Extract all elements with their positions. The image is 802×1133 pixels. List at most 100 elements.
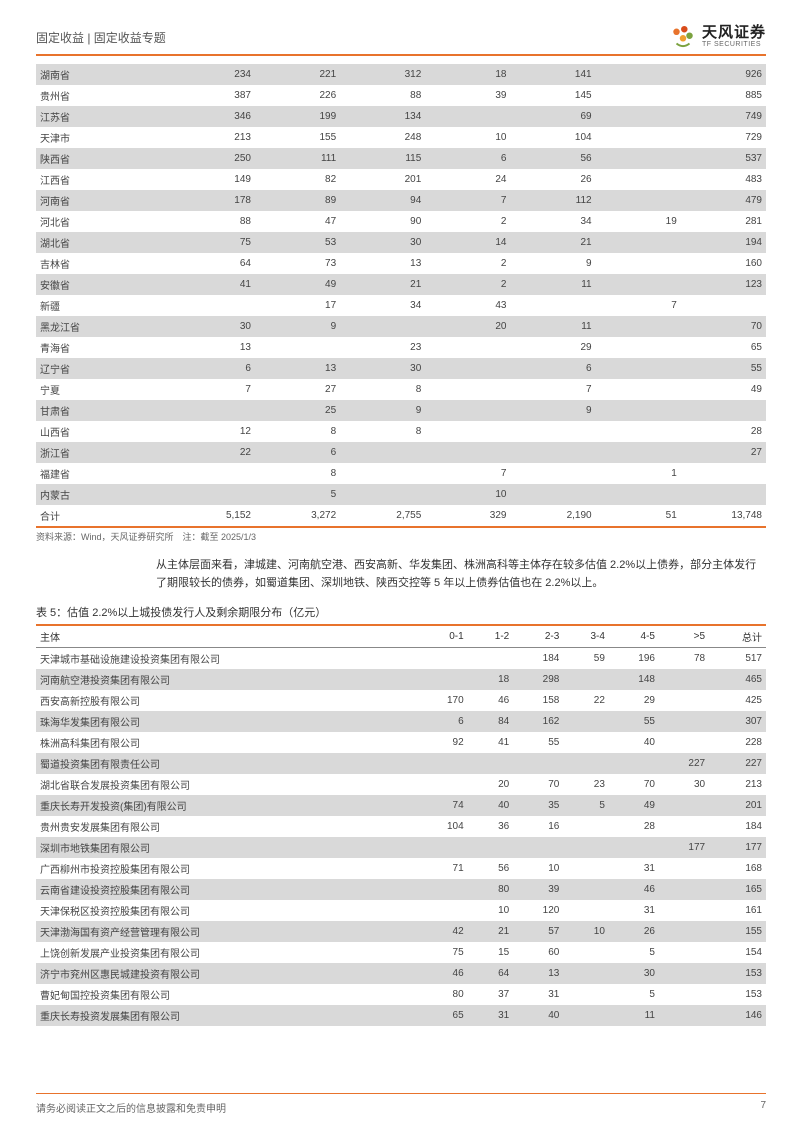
table-cell: 21 [468,921,514,942]
table-cell: 29 [609,690,659,711]
table-cell: 196 [609,648,659,670]
table-cell [681,463,766,484]
table-cell: 7 [425,190,510,211]
table-row: 重庆长寿投资发展集团有限公司65314011146 [36,1005,766,1026]
table-cell: 天津保税区投资控股集团有限公司 [36,900,418,921]
table-cell: 2 [425,253,510,274]
table-cell: 2,190 [510,505,595,527]
footer-disclaimer: 请务必阅读正文之后的信息披露和免责申明 [36,1100,226,1115]
table-cell: 9 [255,316,340,337]
table-cell [170,400,255,421]
table-cell [563,732,609,753]
table-cell [340,463,425,484]
table-cell: 228 [709,732,766,753]
table-cell: 天津城市基础设施建设投资集团有限公司 [36,648,418,670]
table-cell [563,963,609,984]
table-cell: 104 [418,816,468,837]
table-cell: 吉林省 [36,253,170,274]
table-cell: 2 [425,274,510,295]
table-cell: 15 [468,942,514,963]
table-cell [563,984,609,1005]
table-cell: 479 [681,190,766,211]
table-cell: 80 [418,984,468,1005]
table-cell: 12 [170,421,255,442]
table-cell: 112 [510,190,595,211]
table1-source: 资料来源：Wind，天风证券研究所 注：截至 2025/1/3 [36,530,766,543]
table-cell: 22 [170,442,255,463]
table-cell: 42 [418,921,468,942]
table-cell: 5 [609,984,659,1005]
table-cell: 31 [513,984,563,1005]
table-cell [170,484,255,505]
table-cell: 1 [596,463,681,484]
table-cell: 111 [255,148,340,169]
table-cell: 深圳市地铁集团有限公司 [36,837,418,858]
table-cell [596,64,681,85]
table-cell: 160 [681,253,766,274]
table-cell: 213 [709,774,766,795]
table-cell [513,753,563,774]
table-cell [596,148,681,169]
table-cell: 43 [425,295,510,316]
table-cell [563,711,609,732]
table-cell: 55 [609,711,659,732]
table-cell: 曹妃甸国控投资集团有限公司 [36,984,418,1005]
table-cell: 10 [468,900,514,921]
table-cell [418,837,468,858]
table-cell: 749 [681,106,766,127]
table-cell: 10 [513,858,563,879]
table-cell: 新疆 [36,295,170,316]
table-cell [170,463,255,484]
table-cell: 6 [255,442,340,463]
table-cell: 河北省 [36,211,170,232]
table-cell: 78 [659,648,709,670]
table-cell: 84 [468,711,514,732]
table-cell: 11 [510,316,595,337]
table-cell: 湖北省 [36,232,170,253]
table-row: 山西省128828 [36,421,766,442]
table-cell: 47 [255,211,340,232]
table-cell: 13 [513,963,563,984]
table-row: 湖北省7553301421194 [36,232,766,253]
table-cell: 194 [681,232,766,253]
table-cell: 23 [563,774,609,795]
table-cell: 134 [340,106,425,127]
table-cell: 10 [563,921,609,942]
table-cell: 885 [681,85,766,106]
table-cell: 5 [255,484,340,505]
table-cell [563,816,609,837]
table-cell: 73 [255,253,340,274]
table-cell: 70 [681,316,766,337]
table-cell: 41 [468,732,514,753]
table-cell: 234 [170,64,255,85]
table-cell: 16 [513,816,563,837]
table-row: 天津保税区投资控股集团有限公司1012031161 [36,900,766,921]
table-cell: 株洲高科集团有限公司 [36,732,418,753]
table-cell: 30 [609,963,659,984]
table-cell [596,316,681,337]
table-cell: 155 [255,127,340,148]
table-cell: 11 [609,1005,659,1026]
table-cell [563,879,609,900]
company-logo: 天风证券 TF SECURITIES [670,24,766,50]
table-cell: 9 [510,253,595,274]
table-row: 陕西省250111115656537 [36,148,766,169]
table-cell [659,858,709,879]
table-row: 青海省13232965 [36,337,766,358]
table-row: 吉林省64731329160 [36,253,766,274]
table-cell: 8 [340,421,425,442]
table-cell: 104 [510,127,595,148]
table-cell [681,484,766,505]
table-cell: 13 [340,253,425,274]
table-row: 天津市21315524810104729 [36,127,766,148]
table-cell: 山西省 [36,421,170,442]
table-row: 湖南省23422131218141926 [36,64,766,85]
table-cell: 146 [709,1005,766,1026]
table-cell: 178 [170,190,255,211]
table-cell [468,648,514,670]
table-cell: 199 [255,106,340,127]
table-cell [596,421,681,442]
table-cell: 3,272 [255,505,340,527]
table-cell [340,484,425,505]
table-cell: 20 [425,316,510,337]
